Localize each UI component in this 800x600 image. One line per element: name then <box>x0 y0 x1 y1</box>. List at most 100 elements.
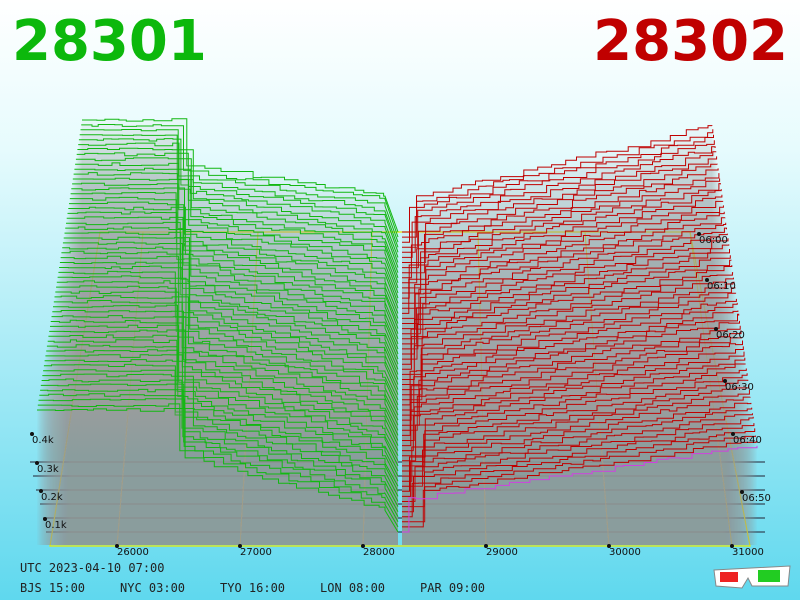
ask-surface-fill <box>402 205 724 545</box>
ask-line <box>402 178 721 284</box>
time-tick <box>723 379 727 383</box>
bid-line <box>49 329 399 451</box>
ask-surface-fill <box>402 168 719 545</box>
city-time: PAR 09:00 <box>420 581 485 595</box>
bid-line <box>72 177 399 294</box>
ask-surface-fill <box>402 373 748 545</box>
ask-line <box>402 413 753 502</box>
ask-line <box>402 310 739 406</box>
ask-line <box>402 390 750 482</box>
bid-surface-fill <box>38 398 398 545</box>
ask-line <box>402 346 744 441</box>
bid-line <box>50 319 399 441</box>
floor <box>30 231 765 547</box>
bid-line <box>79 134 399 248</box>
ask-surface-fill <box>402 244 729 545</box>
bid-line <box>39 393 399 517</box>
bid-surface-fill <box>49 330 398 545</box>
bid-line <box>45 354 399 477</box>
bid-surface-fill <box>67 212 398 545</box>
bid-surface-fill <box>50 320 398 545</box>
time-tick <box>705 278 709 282</box>
ask-line <box>402 320 740 416</box>
bid-line <box>77 147 399 263</box>
ask-line <box>402 168 719 274</box>
bid-line <box>54 295 399 416</box>
time-tick <box>697 232 701 236</box>
bid-line <box>56 285 399 406</box>
bid-line <box>38 398 399 523</box>
bid-line <box>80 129 399 243</box>
bid-line <box>56 280 399 401</box>
ask-line <box>402 368 747 462</box>
bid-price: 28301 <box>12 9 207 74</box>
ask-line <box>402 156 718 263</box>
ask-surface-fill <box>402 445 757 545</box>
price-tick <box>361 544 365 548</box>
bid-line <box>43 363 399 487</box>
bid-line <box>41 378 399 502</box>
bid-line <box>52 310 399 431</box>
ask-line <box>402 384 750 477</box>
bid-surface-fill <box>63 237 398 545</box>
depth-tick <box>43 517 47 521</box>
bid-surface-fill <box>61 251 399 545</box>
bid-line <box>40 383 399 507</box>
bid-surface-fill <box>48 335 399 545</box>
bid-line <box>69 196 399 314</box>
bid-line <box>62 241 399 360</box>
price-label: 27000 <box>240 547 272 558</box>
ask-line <box>402 298 737 396</box>
time-label: 06:50 <box>742 493 771 504</box>
ask-line <box>402 146 716 253</box>
city-time: NYC 03:00 <box>120 581 185 595</box>
bid-line <box>46 344 399 467</box>
bid-line <box>66 221 399 339</box>
price-label: 30000 <box>609 547 641 558</box>
ask-line <box>402 173 720 279</box>
ask-line <box>402 416 754 508</box>
ask-line <box>402 259 732 360</box>
ask-line <box>402 249 730 350</box>
ask-line <box>402 129 714 238</box>
ask-line <box>402 435 756 523</box>
bid-line <box>61 250 399 370</box>
price-label: 29000 <box>486 547 518 558</box>
bid-surface-fill <box>52 310 398 545</box>
bid-line <box>67 211 399 329</box>
bid-line <box>47 339 399 462</box>
bid-line <box>48 334 399 456</box>
bid-surface-fill <box>43 364 398 545</box>
city-time: TYO 16:00 <box>220 581 285 595</box>
ask-line <box>402 330 742 426</box>
bid-line <box>78 138 399 253</box>
price-label: 31000 <box>732 547 764 558</box>
ask-line <box>402 441 757 528</box>
ask-line <box>402 337 743 431</box>
time-tick <box>714 327 718 331</box>
ask-line <box>402 287 736 385</box>
bid-line <box>64 231 399 350</box>
ask-line <box>402 134 714 243</box>
ask-surface-fill <box>402 293 736 545</box>
time-label: 06:20 <box>716 330 745 341</box>
ask-line <box>402 163 718 269</box>
price-label: 26000 <box>117 547 149 558</box>
bid-surface-fill <box>56 285 398 545</box>
time-label: 06:10 <box>707 281 736 292</box>
bid-surface-fill <box>42 374 399 545</box>
price-tick <box>115 544 119 548</box>
bid-line <box>71 187 399 304</box>
bid-line <box>44 359 399 482</box>
time-label: 06:00 <box>699 235 728 246</box>
ask-line <box>402 265 733 365</box>
depth-label: 0.3k <box>37 464 59 475</box>
ask-surface-fill <box>402 164 718 545</box>
ask-surface-fill <box>402 428 755 545</box>
bid-line <box>62 246 399 365</box>
utc-time: UTC 2023-04-10 07:00 <box>20 561 165 575</box>
ask-line <box>402 183 721 289</box>
ask-line <box>402 238 729 340</box>
